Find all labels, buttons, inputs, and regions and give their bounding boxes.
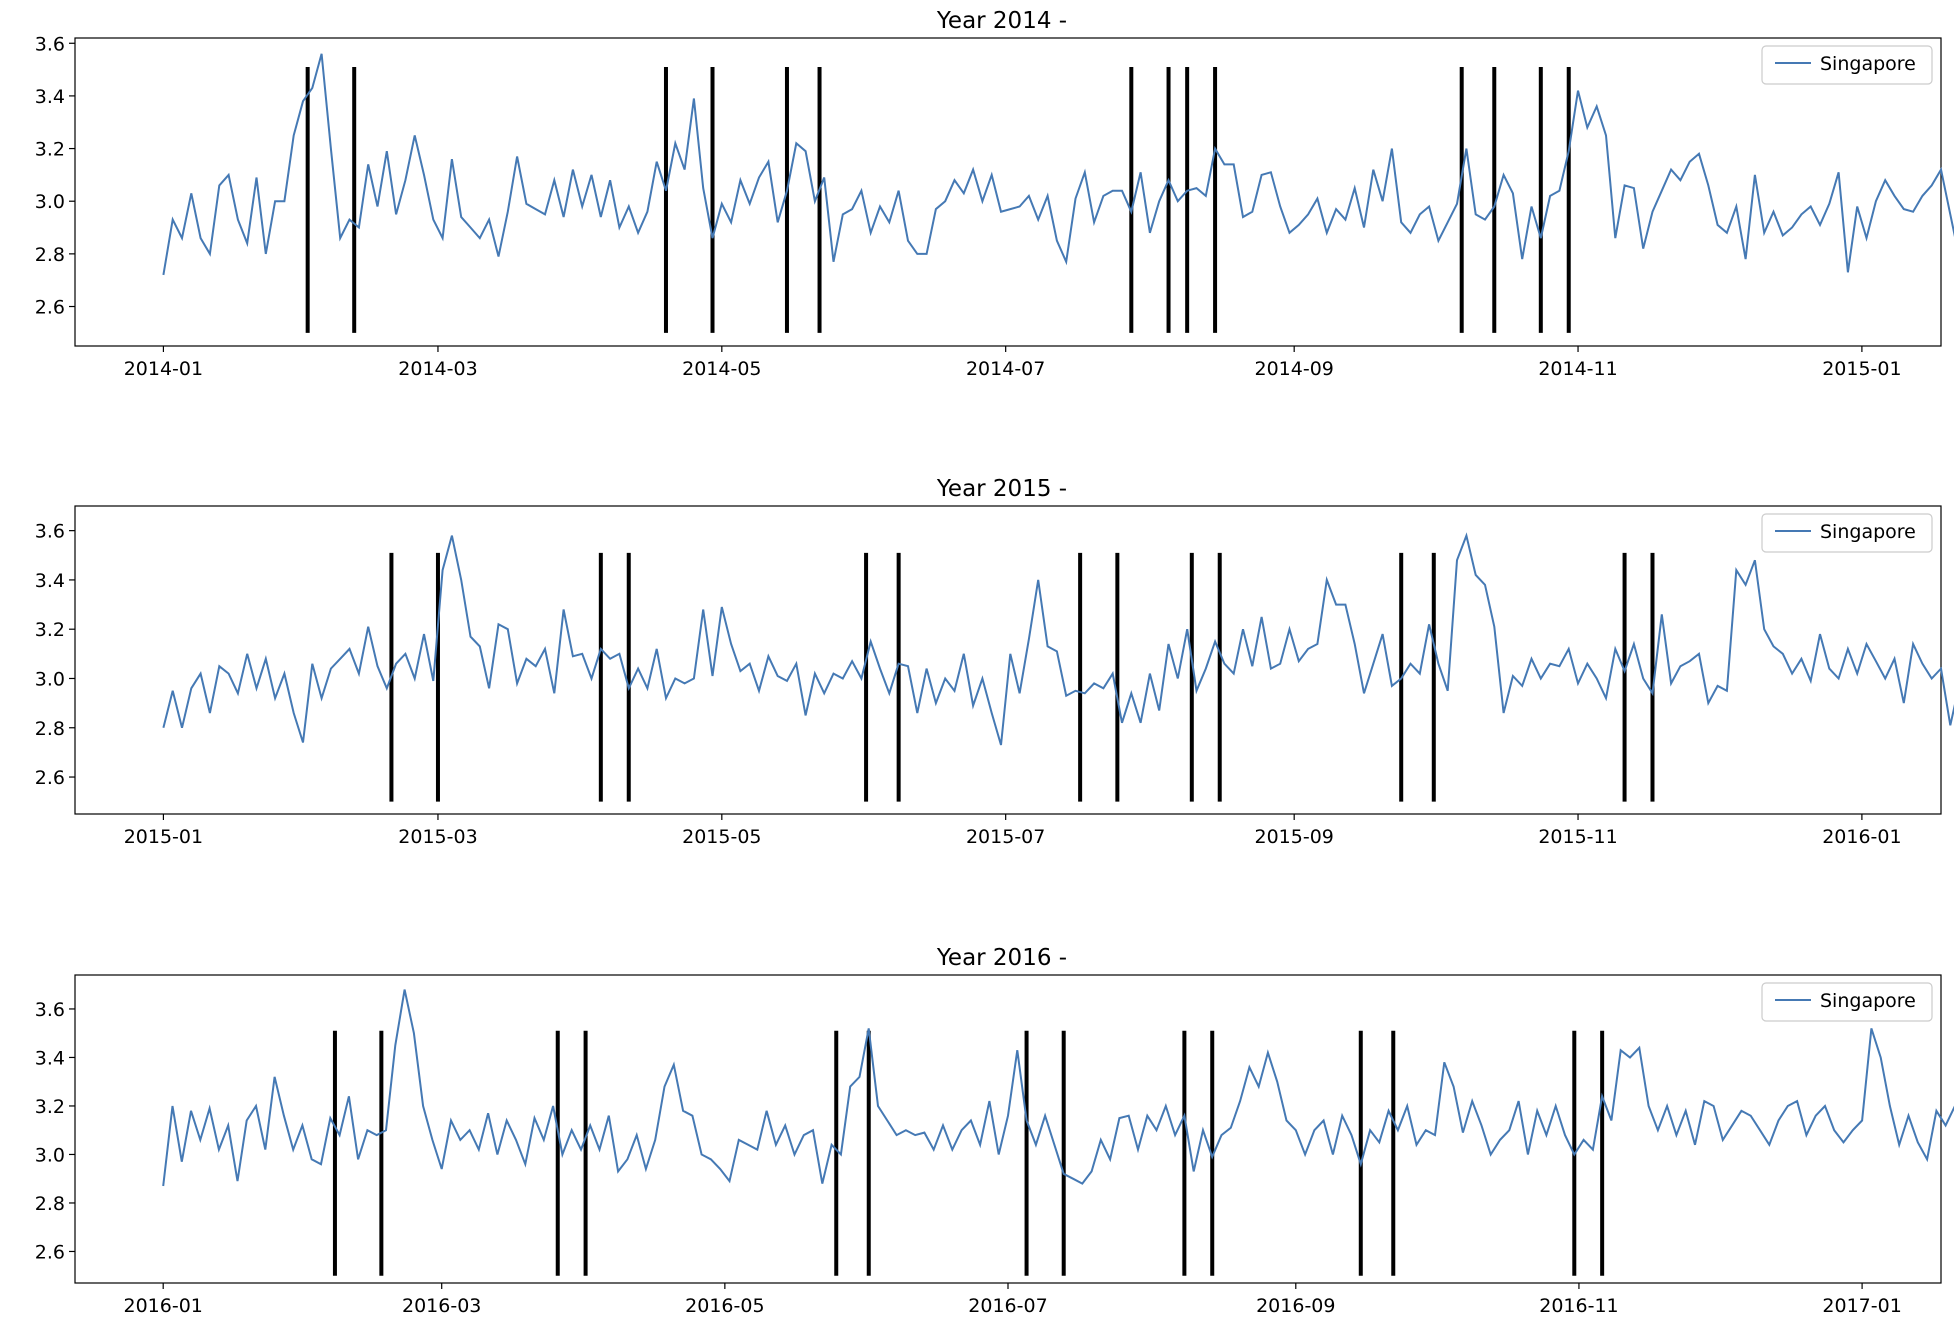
y-tick-label: 3.2 bbox=[35, 1096, 65, 1118]
legend-label: Singapore bbox=[1820, 990, 1916, 1012]
legend-box bbox=[1761, 513, 1933, 553]
x-tick-label: 2017-01 bbox=[1822, 1295, 1901, 1317]
y-tick-label: 2.8 bbox=[35, 1193, 65, 1215]
y-tick-label: 3.4 bbox=[35, 570, 65, 592]
subplot-title: Year 2014 - bbox=[936, 8, 1067, 34]
legend: Singapore bbox=[1761, 513, 1933, 553]
y-tick-label: 3.2 bbox=[35, 619, 65, 641]
x-tick-label: 2016-11 bbox=[1539, 1295, 1618, 1317]
x-axis: 2014-01 2014-03 2014-05 2014-07 2014-09 2014-… bbox=[124, 346, 1902, 380]
y-tick-label: 3.6 bbox=[35, 33, 65, 55]
x-axis: 2015-01 2015-03 2015-05 2015-07 2015-09 2015-… bbox=[124, 814, 1902, 848]
legend-box bbox=[1761, 982, 1933, 1022]
legend-label: Singapore bbox=[1820, 53, 1916, 75]
subplot-title: Year 2015 - bbox=[936, 476, 1067, 502]
series-line-singapore bbox=[162, 53, 1954, 276]
y-axis: 2.6 2.8 3.0 3.2 3.4 3.6 bbox=[35, 521, 75, 789]
y-tick-label: 3.4 bbox=[35, 1047, 65, 1069]
y-axis: 2.6 2.8 3.0 3.2 3.4 3.6 bbox=[35, 999, 75, 1263]
x-tick-label: 2014-01 bbox=[124, 358, 203, 380]
event-lines bbox=[305, 66, 1571, 333]
subplot-title: Year 2016 - bbox=[936, 945, 1067, 971]
x-tick-label: 2016-01 bbox=[1822, 826, 1901, 848]
y-tick-label: 3.6 bbox=[35, 999, 65, 1021]
y-tick-label: 2.6 bbox=[35, 1241, 65, 1263]
x-tick-label: 2016-07 bbox=[968, 1295, 1047, 1317]
x-tick-label: 2016-03 bbox=[402, 1295, 481, 1317]
x-tick-label: 2015-01 bbox=[1822, 358, 1901, 380]
x-axis: 2016-01 2016-03 2016-05 2016-07 2016-09 2016-… bbox=[123, 1283, 1902, 1317]
x-tick-label: 2014-09 bbox=[1254, 358, 1333, 380]
x-tick-label: 2015-01 bbox=[124, 826, 203, 848]
y-tick-label: 3.0 bbox=[35, 191, 65, 213]
y-tick-label: 2.8 bbox=[35, 244, 65, 266]
subplot-2015: Year 2015 - 2.62.83.03.23.43.6 2015-01 20… bbox=[35, 476, 1954, 848]
x-tick-label: 2016-09 bbox=[1256, 1295, 1335, 1317]
x-tick-label: 2015-09 bbox=[1254, 826, 1333, 848]
x-tick-label: 2014-11 bbox=[1538, 358, 1617, 380]
y-tick-label: 3.2 bbox=[35, 139, 65, 161]
y-tick-label: 2.6 bbox=[35, 297, 65, 319]
x-tick-label: 2014-07 bbox=[966, 358, 1045, 380]
legend: Singapore bbox=[1761, 982, 1933, 1022]
y-tick-label: 3.0 bbox=[35, 1144, 65, 1166]
subplot-2014: Year 2014 - 2.62.83.03.23.43.6 2014-01 20… bbox=[35, 8, 1954, 380]
x-tick-label: 2015-05 bbox=[682, 826, 761, 848]
series-line-singapore bbox=[162, 532, 1954, 746]
plot-area bbox=[74, 37, 1942, 347]
y-tick-label: 3.6 bbox=[35, 521, 65, 543]
x-tick-label: 2015-11 bbox=[1538, 826, 1617, 848]
x-tick-label: 2014-05 bbox=[682, 358, 761, 380]
y-tick-label: 2.6 bbox=[35, 767, 65, 789]
event-lines bbox=[389, 552, 1655, 802]
y-tick-label: 3.0 bbox=[35, 668, 65, 690]
x-tick-label: 2015-03 bbox=[398, 826, 477, 848]
series-line-singapore bbox=[162, 989, 1954, 1187]
x-tick-label: 2016-05 bbox=[685, 1295, 764, 1317]
legend-box bbox=[1761, 45, 1933, 85]
y-tick-label: 2.8 bbox=[35, 718, 65, 740]
legend: Singapore bbox=[1761, 45, 1933, 85]
x-tick-label: 2016-01 bbox=[123, 1295, 202, 1317]
subplot-2016: Year 2016 - 2.62.83.03.23.43.6 2016-01 20… bbox=[35, 945, 1954, 1317]
x-tick-label: 2014-03 bbox=[398, 358, 477, 380]
event-lines bbox=[332, 1030, 1605, 1276]
x-tick-label: 2015-07 bbox=[966, 826, 1045, 848]
y-axis: 2.6 2.8 3.0 3.2 3.4 3.6 bbox=[35, 33, 75, 319]
plot-area bbox=[74, 505, 1942, 815]
legend-label: Singapore bbox=[1820, 521, 1916, 543]
y-tick-label: 3.4 bbox=[35, 86, 65, 108]
